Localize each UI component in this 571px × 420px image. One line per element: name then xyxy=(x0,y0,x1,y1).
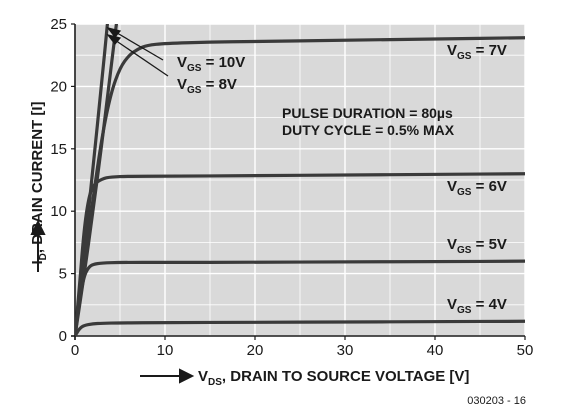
series-label-7v: VGS = 7V xyxy=(447,42,507,62)
x-axis-title-text: , DRAIN TO SOURCE VOLTAGE [V] xyxy=(222,368,470,385)
tick-labels: 0 10 20 30 40 50 0 5 10 15 20 25 xyxy=(50,16,533,359)
grid-lines xyxy=(74,23,526,337)
figure-code: 030203 - 16 xyxy=(467,395,526,407)
series-line-4v xyxy=(75,319,525,336)
y-tick-label: 25 xyxy=(50,16,67,33)
pulse-duration-note: PULSE DURATION = 80µs xyxy=(282,105,453,121)
x-tick-label: 30 xyxy=(337,342,354,359)
series-curves xyxy=(75,24,525,336)
y-tick-label: 10 xyxy=(50,203,67,220)
x-axis-title-symbol: V xyxy=(198,368,208,385)
x-axis-title-sub: DS xyxy=(208,377,222,388)
series-label-6v: VGS = 6V xyxy=(447,178,507,198)
y-axis-title-sub: D xyxy=(38,253,49,260)
y-tick-label: 15 xyxy=(50,141,67,158)
y-tick-label: 20 xyxy=(50,78,67,95)
series-label-4v: VGS = 4V xyxy=(447,296,507,316)
x-tick-label: 50 xyxy=(517,342,534,359)
series-label-8v: VGS = 8V xyxy=(177,76,237,96)
axes xyxy=(71,23,526,340)
series-line-6v xyxy=(75,172,525,336)
x-tick-label: 0 xyxy=(71,342,79,359)
callout-arrows xyxy=(106,26,169,77)
callout-arrow-8v xyxy=(111,37,169,77)
y-tick-label: 0 xyxy=(59,328,67,345)
series-label-5v: VGS = 5V xyxy=(447,236,507,256)
y-axis-title-text: , DRAIN CURRENT [I] xyxy=(29,101,46,253)
x-tick-label: 40 xyxy=(427,342,444,359)
series-label-10v: VGS = 10V xyxy=(177,54,245,74)
x-tick-label: 20 xyxy=(247,342,264,359)
y-axis-arrow xyxy=(30,219,46,272)
series-line-7v xyxy=(75,36,525,336)
x-axis-title: VDS, DRAIN TO SOURCE VOLTAGE [V] xyxy=(198,368,469,388)
y-tick-label: 5 xyxy=(59,266,67,283)
callout-arrow-10v xyxy=(111,29,164,61)
series-line-5v xyxy=(75,259,525,336)
x-axis-arrow xyxy=(140,368,195,384)
arrowhead-10v xyxy=(106,26,122,39)
duty-cycle-note: DUTY CYCLE = 0.5% MAX xyxy=(282,122,455,138)
x-tick-label: 10 xyxy=(157,342,174,359)
arrowhead-8v xyxy=(106,33,122,46)
